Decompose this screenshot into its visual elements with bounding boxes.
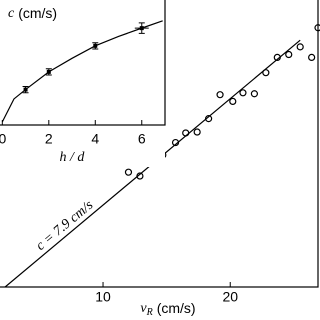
data-point bbox=[205, 115, 213, 123]
error-bar bbox=[92, 42, 99, 50]
inset-frame bbox=[0, 0, 166, 126]
inset-y-label-unit: (cm/s) bbox=[18, 5, 57, 21]
data-point bbox=[193, 128, 201, 136]
data-point bbox=[296, 43, 304, 51]
x-tick-label: 2 bbox=[45, 131, 53, 147]
data-point bbox=[136, 172, 144, 180]
data-point bbox=[308, 53, 316, 62]
data-point bbox=[182, 129, 190, 137]
data-point bbox=[239, 89, 247, 97]
x-tick-label: 20 bbox=[222, 289, 238, 305]
error-bar bbox=[45, 68, 52, 76]
x-tick-label: 6 bbox=[138, 131, 146, 147]
inset-y-label-main: c bbox=[8, 6, 15, 21]
data-point bbox=[124, 168, 133, 176]
inset-y-label: c (cm/s) bbox=[8, 5, 57, 22]
data-point bbox=[285, 50, 293, 59]
inset-x-label: h / d bbox=[60, 150, 86, 165]
data-point bbox=[216, 91, 224, 99]
x-label-sub: R bbox=[146, 307, 153, 318]
main-frame bbox=[0, 0, 319, 288]
data-point bbox=[250, 90, 258, 98]
data-point bbox=[314, 24, 320, 32]
fit-annotation: c = 7.9 cm/s bbox=[33, 197, 96, 253]
x-tick-label: 10 bbox=[95, 289, 111, 305]
x-label-main: v bbox=[140, 301, 147, 316]
data-point bbox=[229, 97, 237, 106]
x-axis-label: vR (cm/s) bbox=[140, 300, 195, 319]
data-point bbox=[262, 69, 270, 77]
x-tick-label: 4 bbox=[91, 131, 99, 147]
fit-line bbox=[1, 20, 163, 123]
data-point bbox=[171, 138, 180, 147]
x-tick-label: 0 bbox=[0, 131, 6, 147]
x-label-unit: (cm/s) bbox=[157, 300, 196, 316]
error-bar bbox=[22, 85, 29, 94]
data-point bbox=[273, 53, 281, 62]
inset-plot: c (cm/s) h / d 0 2 4 6 bbox=[0, 0, 166, 167]
